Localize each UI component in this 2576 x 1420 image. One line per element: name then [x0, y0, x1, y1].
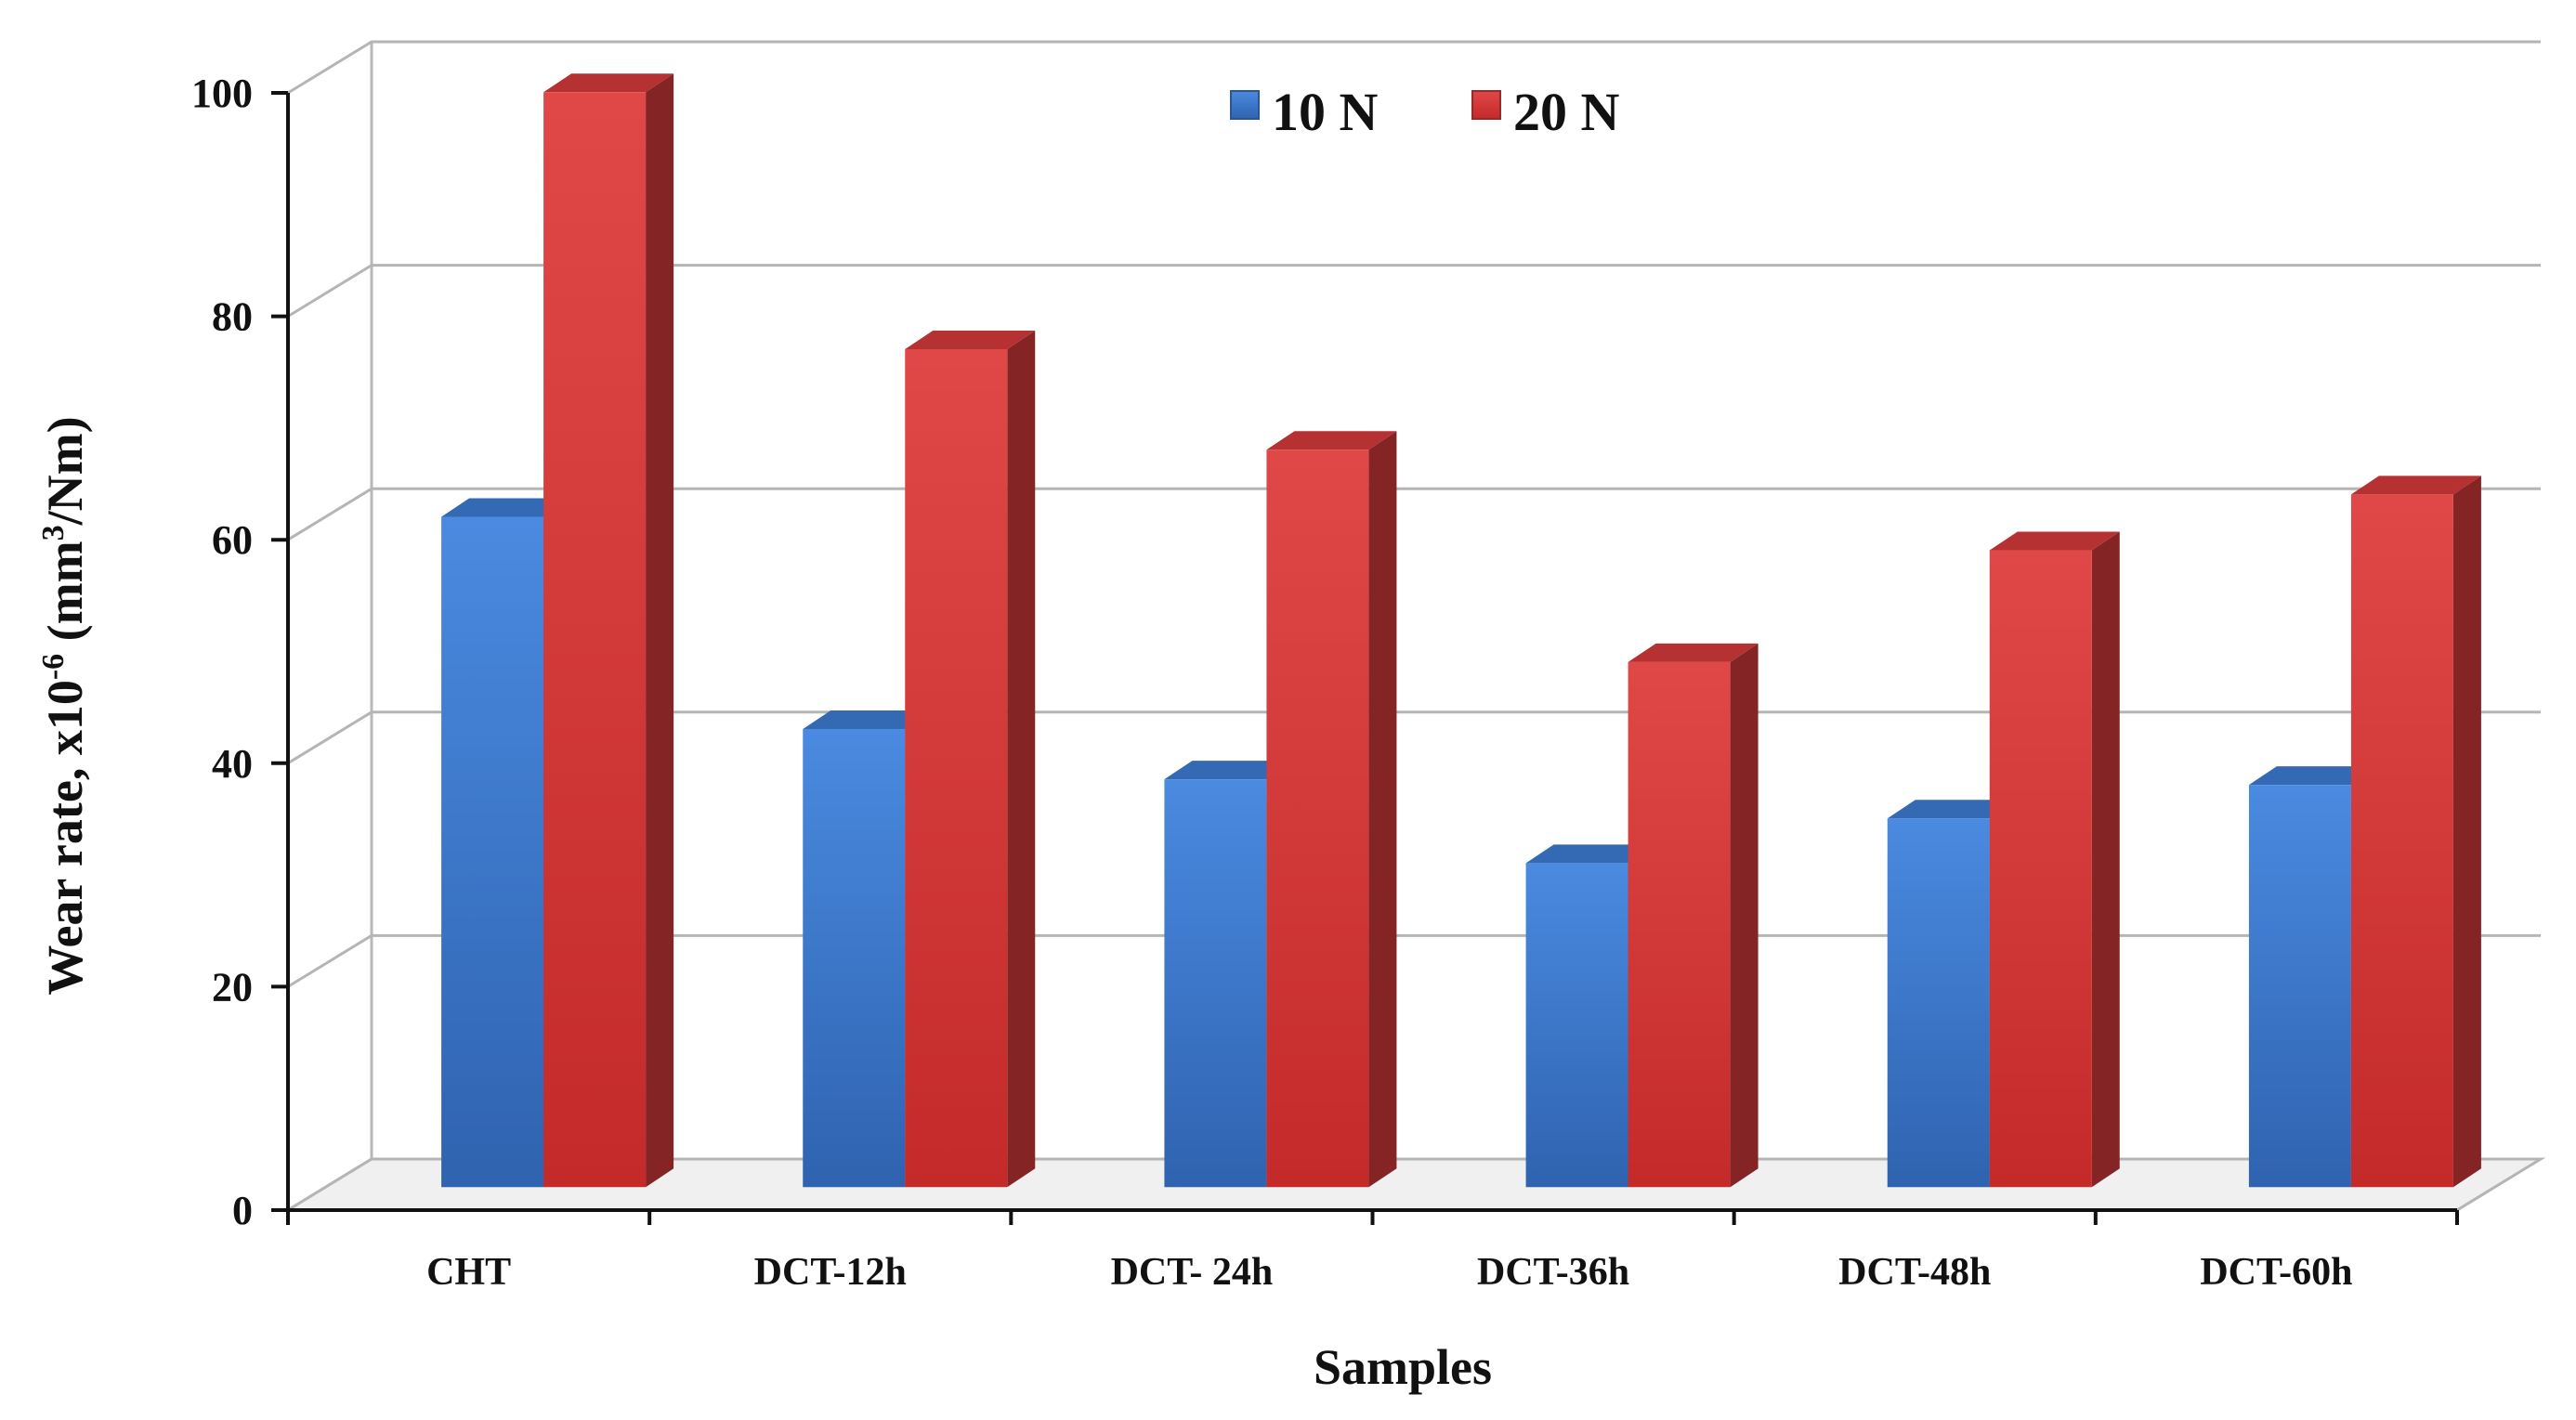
legend-label: 20 N	[1513, 82, 1620, 142]
x-tick-labels: CHT DCT-12h DCT- 24h DCT-36h DCT-48h DCT-60h	[426, 1251, 2352, 1294]
y-tick-label: 20	[212, 964, 253, 1010]
bar-front	[1887, 818, 1990, 1188]
legend-swatch	[1471, 90, 1501, 120]
x-tick-label: DCT-60h	[2200, 1251, 2352, 1294]
side-wall-edge	[287, 42, 373, 1212]
y-axis-title-unit-power: 3	[36, 525, 71, 541]
bar	[1266, 431, 1397, 1188]
x-tick-label: DCT-36h	[1477, 1251, 1629, 1294]
x-tick-label: DCT-48h	[1838, 1251, 1991, 1294]
y-tick-label: 80	[212, 294, 253, 340]
legend-label: 10 N	[1272, 82, 1379, 142]
bar	[905, 331, 1036, 1188]
bar-side	[1368, 431, 1397, 1188]
bar-top	[441, 498, 572, 517]
y-axis-title-suffix: /Nm)	[37, 416, 93, 526]
legend-item: 10 N	[1230, 82, 1379, 142]
x-tick-label: DCT-12h	[754, 1251, 907, 1294]
bar-top	[2350, 476, 2481, 495]
y-tick-label: 100	[191, 71, 253, 116]
bar	[1887, 800, 2018, 1188]
bar-side	[2091, 531, 2120, 1188]
gridline	[287, 40, 2541, 95]
bar-front	[2248, 785, 2351, 1188]
gridline	[287, 264, 2541, 318]
bar-top	[1887, 800, 2018, 819]
bar-top	[543, 73, 674, 93]
bar-side	[1730, 643, 1759, 1188]
bar	[1628, 643, 1759, 1188]
y-axis-title-exponent: -6	[36, 654, 71, 680]
y-tick-labels: 0 20 40 60 80 100	[191, 71, 253, 1233]
gridline	[287, 933, 2541, 988]
bar-top	[1266, 431, 1397, 450]
gridline	[287, 710, 2541, 765]
x-axis-title: Samples	[1314, 1339, 1492, 1395]
bar	[1989, 531, 2120, 1188]
y-tick-label: 40	[212, 741, 253, 787]
bar-front	[803, 729, 906, 1188]
bar-front	[1989, 550, 2092, 1188]
chart-walls	[286, 42, 373, 1212]
x-tick-label: DCT- 24h	[1111, 1251, 1274, 1294]
y-tick-label: 60	[212, 517, 253, 563]
y-axis-title-prefix: Wear rate, x10	[37, 680, 93, 995]
bar	[543, 73, 674, 1188]
bar	[2350, 476, 2481, 1188]
bar-top	[2248, 766, 2379, 786]
bar-top	[1989, 531, 2120, 551]
axes	[271, 91, 2459, 1225]
y-axis-title-middle: (mm	[37, 541, 93, 653]
bar-side	[646, 73, 674, 1188]
bar-front	[905, 349, 1008, 1188]
bar-front	[2350, 494, 2453, 1188]
bar-front	[441, 516, 544, 1188]
bar-front	[1628, 661, 1731, 1188]
bar-front	[1525, 863, 1628, 1188]
bar-front	[543, 92, 647, 1188]
legend-swatch	[1230, 90, 1260, 120]
legend-item: 20 N	[1471, 82, 1620, 142]
bar-top	[1525, 844, 1656, 864]
bar-top	[1628, 643, 1759, 662]
bars	[441, 73, 2481, 1188]
gridline	[287, 487, 2541, 541]
bar-top	[905, 331, 1036, 349]
x-tick-label: CHT	[426, 1251, 511, 1294]
legend: 10 N 20 N	[1230, 82, 1620, 142]
bar-top	[1164, 761, 1295, 780]
y-axis-title: Wear rate, x10-6 (mm3/Nm)	[36, 416, 93, 995]
y-tick-label: 0	[232, 1188, 253, 1233]
bar-side	[2452, 476, 2481, 1188]
bar-front	[1266, 449, 1369, 1188]
bar-front	[1164, 779, 1267, 1188]
bar-top	[803, 710, 934, 730]
bar-side	[1007, 331, 1036, 1188]
